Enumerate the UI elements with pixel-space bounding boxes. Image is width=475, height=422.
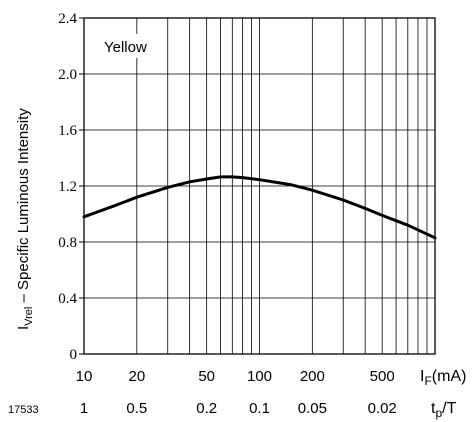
x2-axis-label: tp/T xyxy=(431,400,457,420)
x-tick-label: 50 xyxy=(198,368,215,385)
x-tick-label: 200 xyxy=(300,368,325,385)
series-line xyxy=(82,175,437,240)
y-tick-labels: 0 0.4 0.8 1.2 1.6 2.0 2.4 xyxy=(58,11,84,363)
y-axis-label-main: I xyxy=(15,326,32,330)
x2-tick-label: 0.02 xyxy=(368,400,397,417)
y-tick-label: 2.0 xyxy=(58,67,77,83)
x-tick-label: 20 xyxy=(128,368,145,385)
y-tick-label: 2.4 xyxy=(58,11,77,27)
y-tick-label: 1.2 xyxy=(58,179,77,195)
x2-tick-label: 0.2 xyxy=(196,400,217,417)
x-axis-label-main: I xyxy=(420,368,424,385)
x-axis-label-rest: (mA) xyxy=(432,368,467,385)
x-tick-labels: 10 20 50 100 200 500 xyxy=(76,368,395,385)
y-axis-label-sub: Vrel xyxy=(23,307,35,326)
grid-lines xyxy=(84,18,435,354)
x-axis-label: IF(mA) xyxy=(420,368,466,388)
x2-tick-labels: 1 0.5 0.2 0.1 0.05 0.02 xyxy=(80,400,397,417)
y-tick-label: 1.6 xyxy=(58,123,77,139)
y-tick-label: 0.8 xyxy=(58,235,77,251)
x-axis-label-sub: F xyxy=(424,374,431,388)
x-tick-label: 500 xyxy=(370,368,395,385)
figure-number: 17533 xyxy=(8,404,39,416)
x-tick-label: 10 xyxy=(76,368,93,385)
x2-axis-label-rest: /T xyxy=(442,400,456,417)
series-curve-group xyxy=(82,175,437,240)
x2-tick-label: 1 xyxy=(80,400,88,417)
x2-tick-label: 0.05 xyxy=(298,400,327,417)
annotation-background xyxy=(98,34,162,58)
x2-tick-label: 0.5 xyxy=(126,400,147,417)
y-axis-label: IVrel – Specific Luminous Intensity xyxy=(15,108,35,330)
y-axis-label-rest: – Specific Luminous Intensity xyxy=(15,108,32,307)
x2-axis-label-sub: p xyxy=(435,406,442,420)
series-annotation: Yellow xyxy=(104,39,147,56)
y-tick-label: 0.4 xyxy=(58,291,77,307)
x2-axis-label-main: t xyxy=(431,400,436,417)
x2-tick-label: 0.1 xyxy=(249,400,270,417)
x-tick-label: 100 xyxy=(247,368,272,385)
y-tick-label: 0 xyxy=(70,347,78,363)
